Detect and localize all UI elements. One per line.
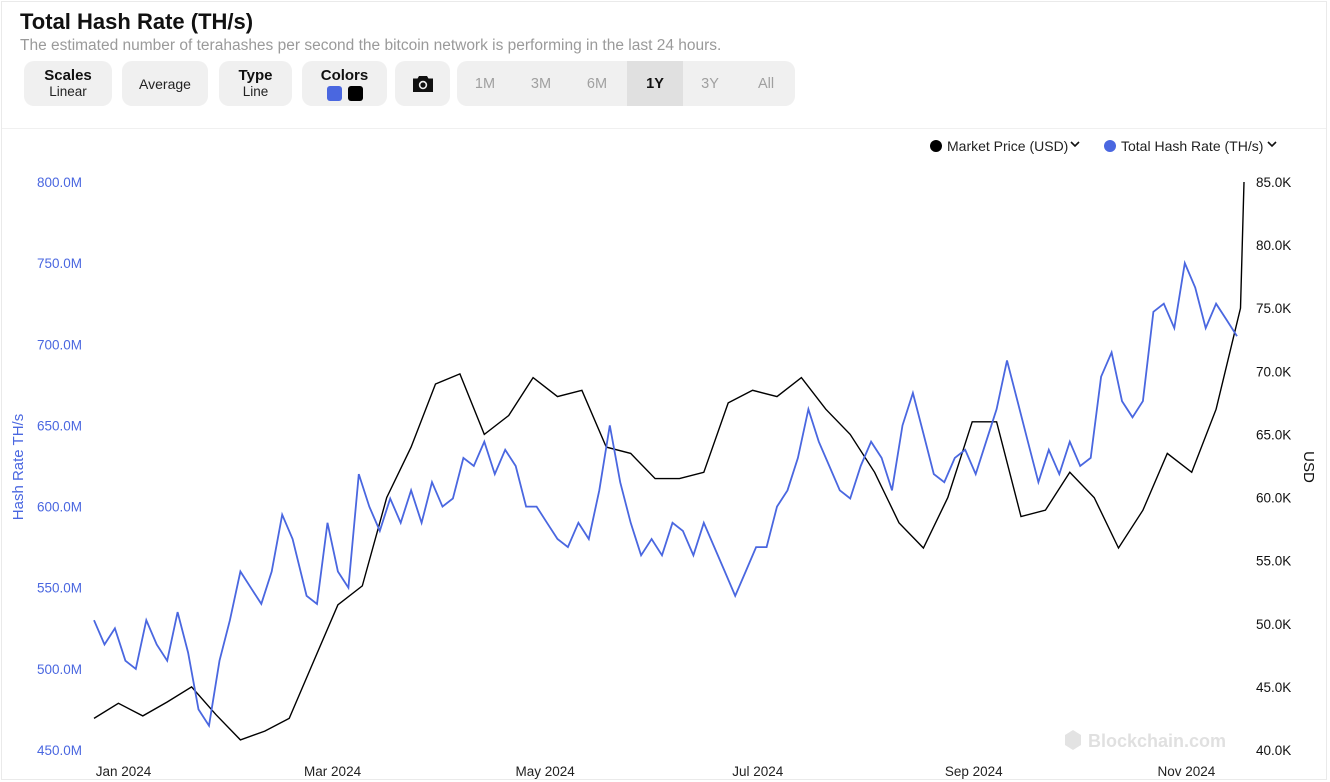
y-left-tick-label: 450.0M xyxy=(37,743,82,758)
x-tick-label: Nov 2024 xyxy=(1157,764,1215,779)
hashrate-series-line xyxy=(93,259,1238,729)
average-label: Average xyxy=(139,75,191,92)
legend-hashrate-marker xyxy=(1104,140,1116,152)
price-series-line xyxy=(93,181,1245,741)
x-tick-labels: Jan 2024 Mar 2024 May 2024 Jul 2024 Sep 2024… xyxy=(96,764,1216,779)
y-right-tick-label: 65.0K xyxy=(1256,427,1291,442)
y-right-tick-labels: 40.0K 45.0K 50.0K 55.0K 60.0K 65.0K 70.0K 75.0K… xyxy=(1256,175,1291,758)
chevron-down-icon xyxy=(1267,141,1277,148)
y-right-tick-label: 45.0K xyxy=(1256,680,1291,695)
legend-price-label: Market Price (USD) xyxy=(947,138,1068,154)
y-right-tick-label: 60.0K xyxy=(1256,491,1291,506)
x-tick-label: Sep 2024 xyxy=(945,764,1003,779)
type-key: Type xyxy=(238,67,273,84)
y-right-tick-label: 55.0K xyxy=(1256,554,1291,569)
y-left-tick-label: 800.0M xyxy=(37,175,82,190)
y-left-tick-label: 650.0M xyxy=(37,418,82,433)
screenshot-button[interactable] xyxy=(395,61,450,106)
header-divider xyxy=(2,128,1326,129)
y-left-tick-labels: 450.0M 500.0M 550.0M 600.0M 650.0M 700.0M 750.… xyxy=(37,175,82,758)
y-left-axis-title: Hash Rate TH/s xyxy=(10,414,27,520)
x-tick-label: Jan 2024 xyxy=(96,764,152,779)
watermark-text: Blockchain.com xyxy=(1088,731,1226,751)
range-1m[interactable]: 1M xyxy=(474,75,496,92)
range-all[interactable]: All xyxy=(757,75,775,92)
range-6m[interactable]: 6M xyxy=(586,75,608,92)
y-right-tick-label: 40.0K xyxy=(1256,743,1291,758)
time-range-selector: 1M 3M 6M 1Y 3Y All xyxy=(457,61,795,106)
y-left-tick-label: 700.0M xyxy=(37,337,82,352)
page-title: Total Hash Rate (TH/s) xyxy=(20,9,254,34)
colors-key: Colors xyxy=(320,66,369,84)
y-left-tick-label: 500.0M xyxy=(37,662,82,677)
chevron-down-icon xyxy=(1070,141,1080,148)
y-right-tick-label: 70.0K xyxy=(1256,364,1291,379)
scales-button[interactable]: Scales Linear xyxy=(24,61,112,106)
y-right-tick-label: 85.0K xyxy=(1256,175,1291,190)
legend-item-hashrate[interactable]: Total Hash Rate (TH/s) xyxy=(1104,138,1277,154)
page-subtitle: The estimated number of terahashes per s… xyxy=(20,37,722,54)
y-right-tick-label: 80.0K xyxy=(1256,238,1291,253)
type-value: Line xyxy=(242,84,269,99)
average-button[interactable]: Average xyxy=(122,61,208,106)
legend-price-marker xyxy=(930,140,942,152)
hashrate-color-swatch[interactable] xyxy=(326,85,342,101)
legend-item-price[interactable]: Market Price (USD) xyxy=(930,138,1080,154)
chart-legend: Market Price (USD) Total Hash Rate (TH/s… xyxy=(930,138,1277,154)
price-color-swatch[interactable] xyxy=(347,85,363,101)
type-button[interactable]: Type Line xyxy=(219,61,292,106)
scales-key: Scales xyxy=(44,67,92,84)
range-1y[interactable]: 1Y xyxy=(627,61,683,106)
y-left-tick-label: 550.0M xyxy=(37,581,82,596)
range-3y[interactable]: 3Y xyxy=(701,75,719,92)
blockchain-logo-icon xyxy=(1065,730,1081,750)
x-tick-label: May 2024 xyxy=(516,764,576,779)
x-tick-label: Jul 2024 xyxy=(732,764,784,779)
y-right-tick-label: 75.0K xyxy=(1256,301,1291,316)
range-3m[interactable]: 3M xyxy=(530,75,552,92)
y-left-tick-label: 600.0M xyxy=(37,500,82,515)
colors-button[interactable]: Colors xyxy=(302,61,387,106)
blockchain-watermark: Blockchain.com xyxy=(1065,730,1226,751)
legend-hashrate-label: Total Hash Rate (TH/s) xyxy=(1121,138,1263,154)
y-right-axis-title: USD xyxy=(1300,451,1317,483)
y-right-tick-label: 50.0K xyxy=(1256,617,1291,632)
scales-value: Linear xyxy=(49,84,87,99)
camera-icon xyxy=(412,75,433,92)
x-tick-label: Mar 2024 xyxy=(304,764,362,779)
y-left-tick-label: 750.0M xyxy=(37,256,82,271)
